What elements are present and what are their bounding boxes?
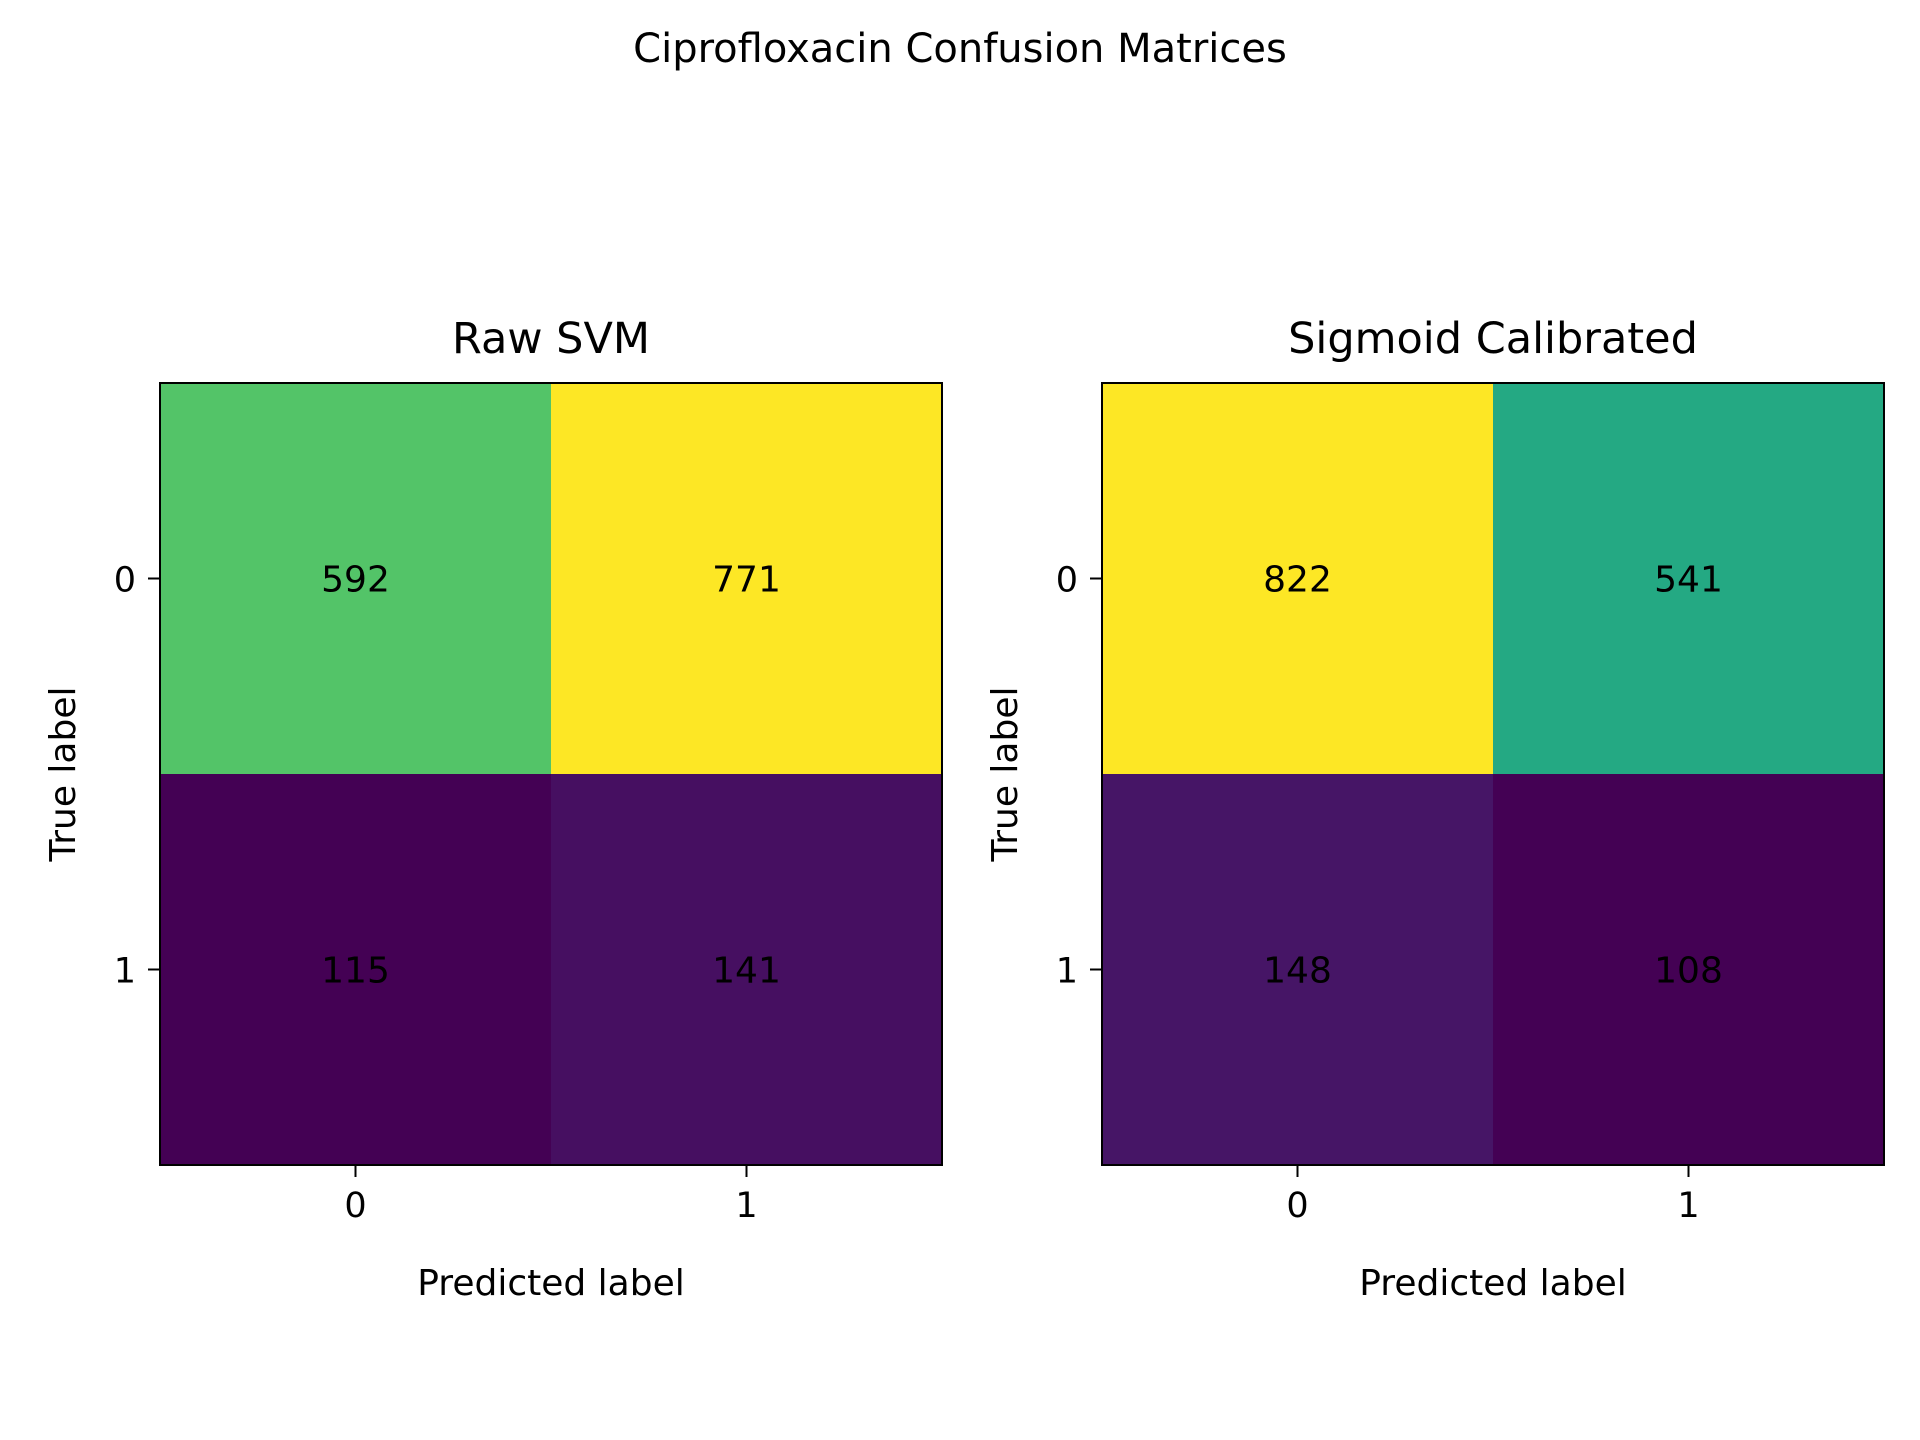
matrix-cell: [1102, 774, 1493, 1165]
panel-title: Raw SVM: [452, 314, 650, 364]
cell-value-label: 592: [321, 560, 390, 601]
cell-value-label: 108: [1654, 951, 1723, 992]
cell-value-label: 141: [712, 951, 781, 992]
matrix-cell: [1493, 774, 1884, 1165]
matrix-cell: [1102, 383, 1493, 774]
panel-0: 592 771 115 141 0 1 0 1 Raw SVM Predicted label Tr…: [43, 314, 943, 1304]
x-tick-label: 1: [735, 1186, 757, 1226]
cell-value-label: 541: [1654, 560, 1723, 601]
matrix-cell: [1493, 383, 1884, 774]
figure-title: Ciprofloxacin Confusion Matrices: [633, 26, 1287, 72]
axes-frame: [1101, 382, 1885, 1166]
panels: 592 771 115 141 0 1 0 1 Raw SVM Predicted label Tr…: [43, 314, 1885, 1304]
cell-value-label: 148: [1263, 951, 1332, 992]
y-axis-label: True label: [985, 687, 1026, 863]
cell-value-label: 115: [321, 951, 390, 992]
x-axis-label: Predicted label: [1359, 1263, 1627, 1304]
y-axis-label: True label: [43, 687, 84, 863]
panel-title: Sigmoid Calibrated: [1288, 314, 1698, 364]
matrix-cell: [551, 774, 942, 1165]
x-tick-label: 1: [1677, 1186, 1699, 1226]
axes-frame: [159, 382, 943, 1166]
y-tick-label: 0: [1056, 561, 1078, 601]
cell-value-label: 771: [712, 560, 781, 601]
y-tick-label: 1: [114, 952, 136, 992]
cell-value-label: 822: [1263, 560, 1332, 601]
matrix-cell: [160, 383, 551, 774]
matrix-cell: [160, 774, 551, 1165]
x-tick-label: 0: [1286, 1186, 1308, 1226]
x-tick-label: 0: [344, 1186, 366, 1226]
matrix-cell: [551, 383, 942, 774]
x-axis-label: Predicted label: [417, 1263, 685, 1304]
panel-1: 822 541 148 108 0 1 0 1 Sigmoid Calibrated Predic…: [985, 314, 1885, 1304]
y-tick-label: 1: [1056, 952, 1078, 992]
y-tick-label: 0: [114, 561, 136, 601]
